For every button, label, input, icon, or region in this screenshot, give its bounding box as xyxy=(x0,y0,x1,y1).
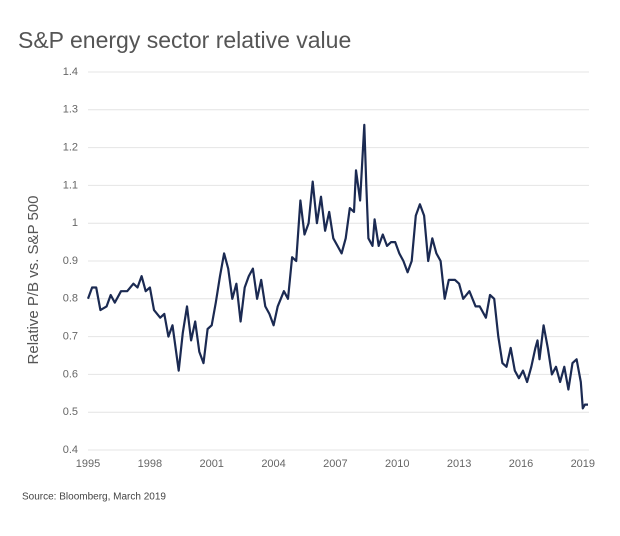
x-tick-label: 2007 xyxy=(323,458,347,470)
source-note: Source: Bloomberg, March 2019 xyxy=(22,492,166,503)
line-series xyxy=(86,123,588,410)
x-tick-label: 2019 xyxy=(571,458,595,470)
x-tick-label: 2016 xyxy=(509,458,533,470)
y-tick-label: 0.7 xyxy=(63,331,78,343)
y-tick-label: 0.9 xyxy=(63,255,78,267)
y-tick-label: 1.3 xyxy=(63,104,78,116)
y-tick-label: 0.8 xyxy=(63,293,78,305)
y-tick-label: 0.4 xyxy=(63,444,78,456)
y-tick-label: 1.1 xyxy=(63,179,78,191)
x-tick-label: 2004 xyxy=(261,458,285,470)
x-tick-label: 2010 xyxy=(385,458,409,470)
chart-title: S&P energy sector relative value xyxy=(18,27,351,53)
y-axis-label: Relative P/B vs. S&P 500 xyxy=(25,196,42,365)
x-tick-label: 1998 xyxy=(138,458,162,470)
y-tick-label: 1.4 xyxy=(63,66,78,78)
x-tick-label: 2001 xyxy=(199,458,223,470)
x-tick-label: 2013 xyxy=(447,458,471,470)
y-tick-label: 1.2 xyxy=(63,142,78,154)
y-tick-label: 0.6 xyxy=(63,368,78,380)
y-tick-label: 0.5 xyxy=(63,406,78,418)
y-tick-label: 1 xyxy=(72,217,78,229)
x-tick-label: 1995 xyxy=(76,458,100,470)
